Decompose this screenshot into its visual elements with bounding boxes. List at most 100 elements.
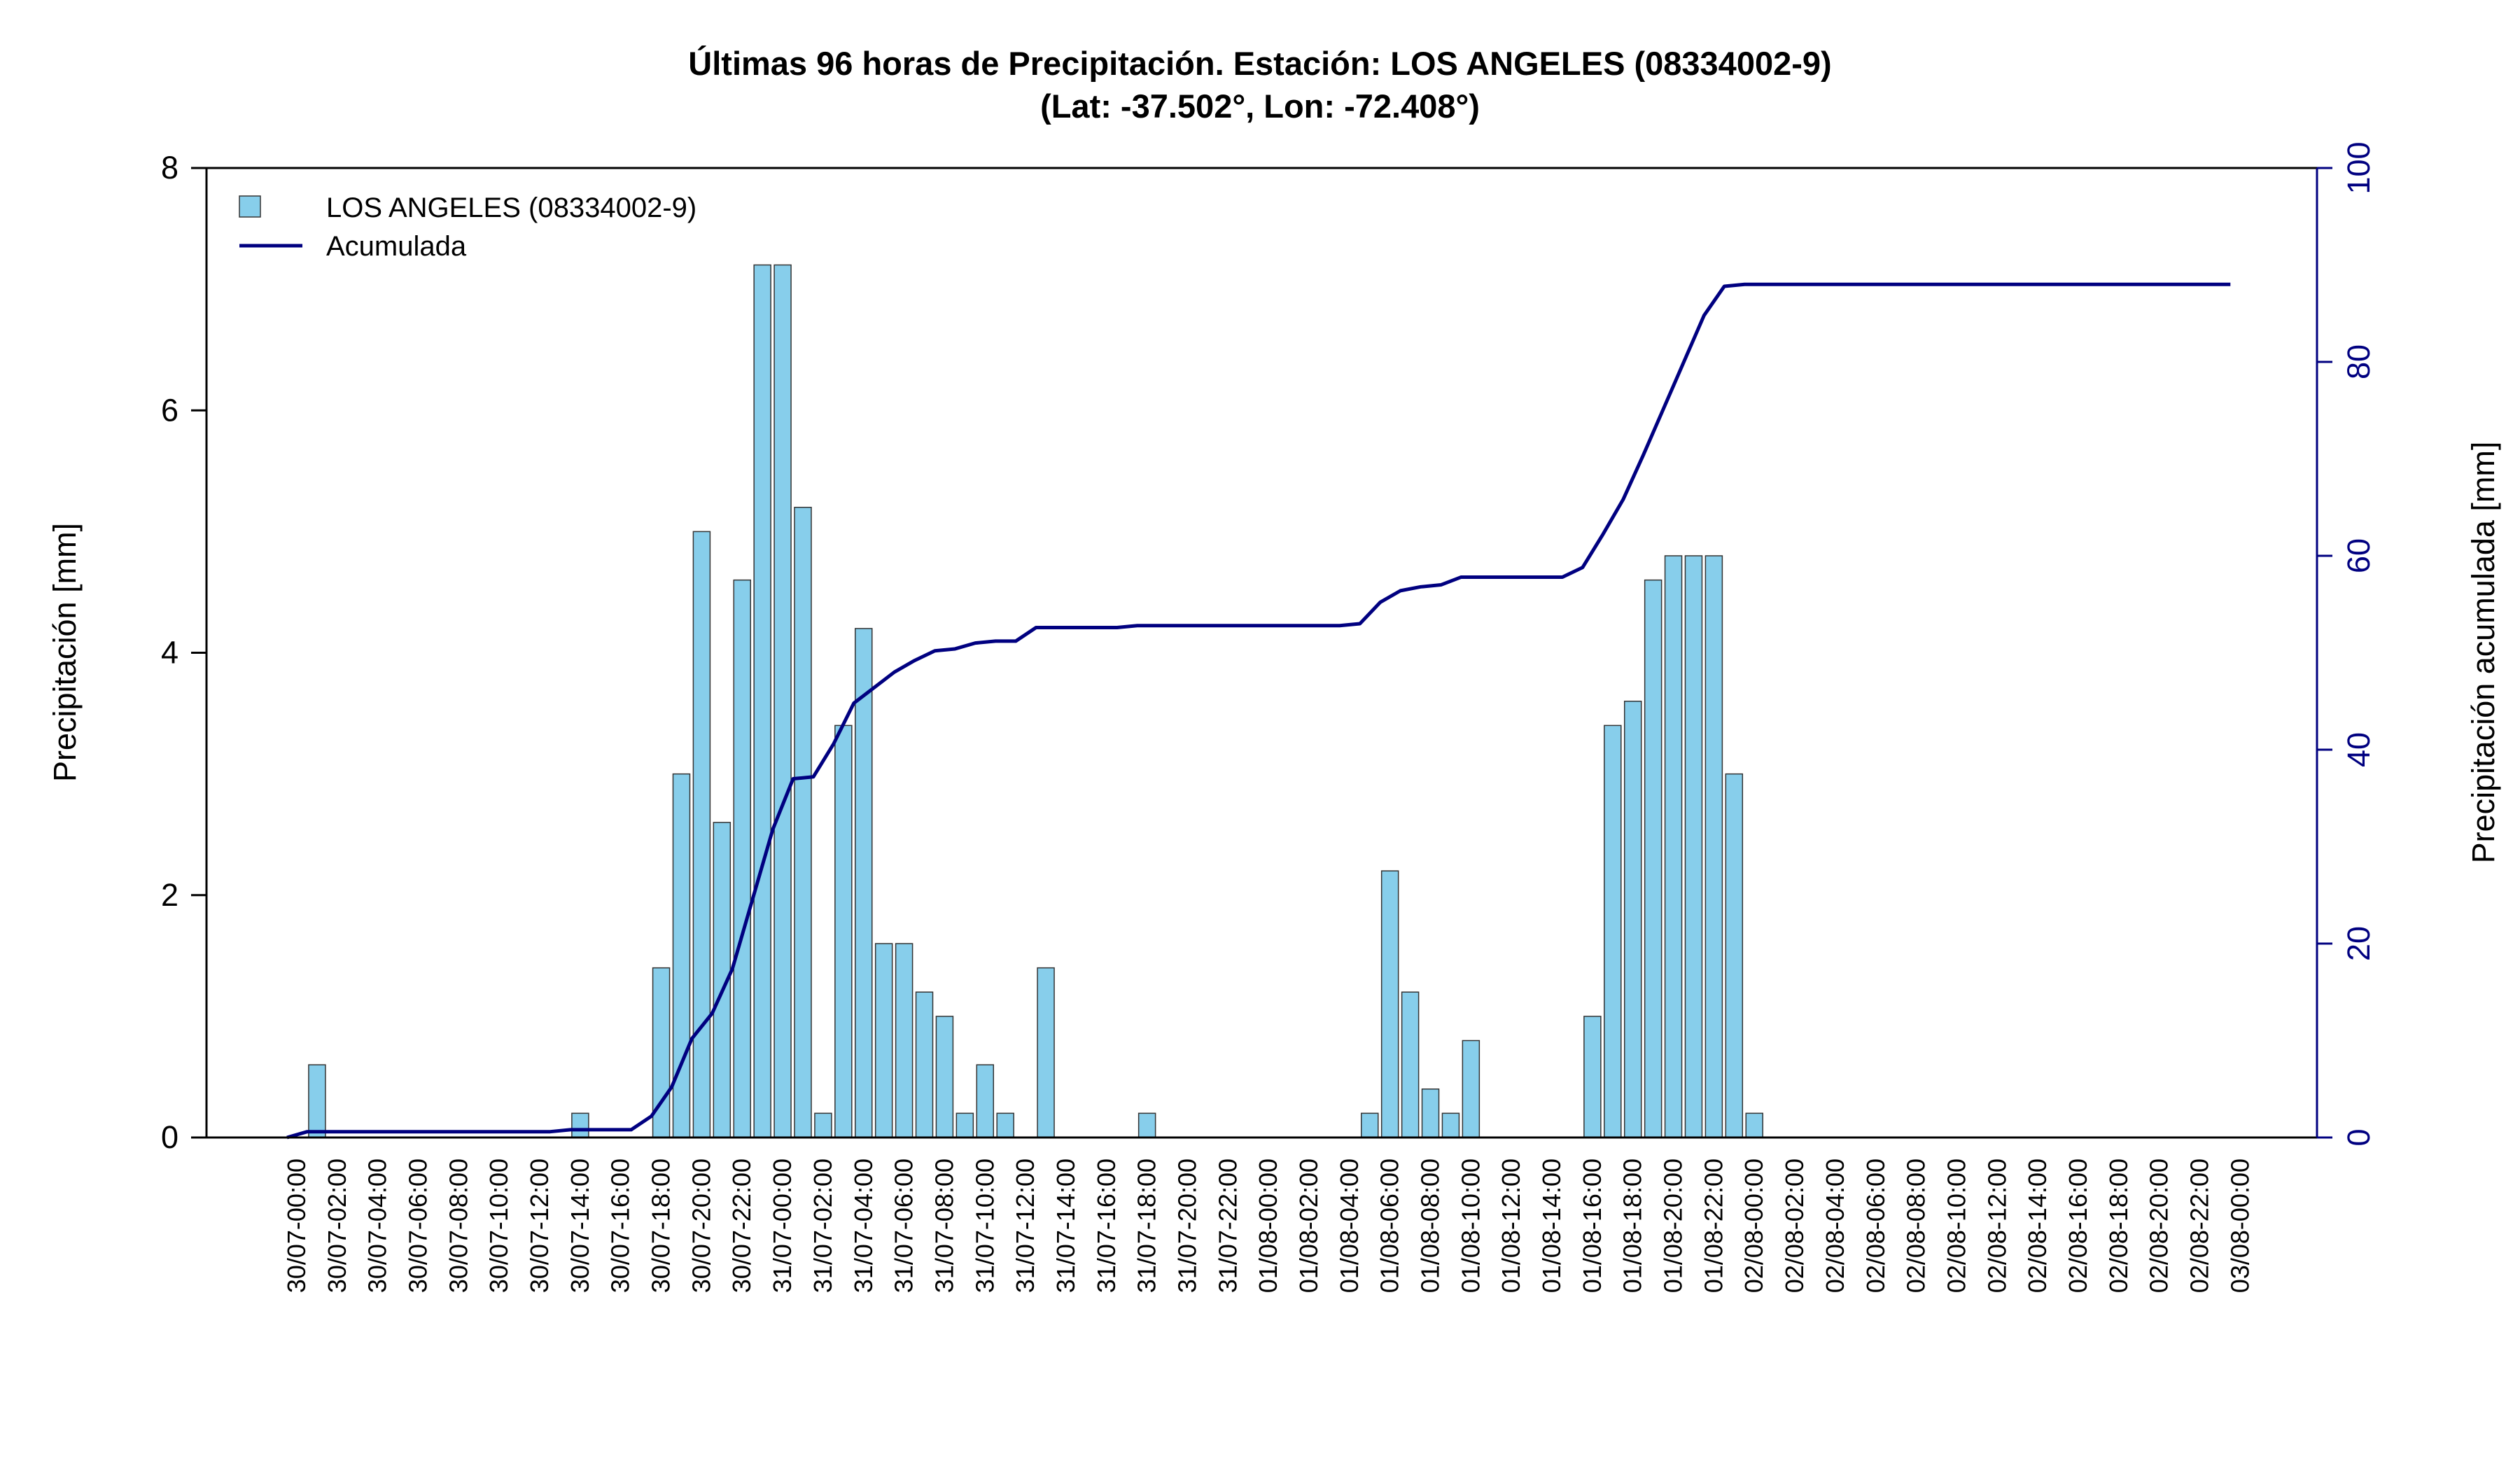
legend-label-station: LOS ANGELES (08334002-9) bbox=[326, 192, 696, 223]
y-tick-label: 2 bbox=[161, 877, 178, 913]
bar bbox=[794, 507, 812, 1138]
x-tick-label: 31/07-08:00 bbox=[930, 1158, 958, 1293]
x-tick-label: 02/08-22:00 bbox=[2185, 1158, 2213, 1293]
x-tick-label: 01/08-12:00 bbox=[1497, 1158, 1525, 1293]
bar bbox=[1604, 724, 1622, 1138]
legend: LOS ANGELES (08334002-9) Acumulada bbox=[239, 192, 696, 262]
x-tick-label: 01/08-04:00 bbox=[1335, 1158, 1364, 1293]
bar bbox=[1725, 773, 1744, 1138]
x-tick-label: 02/08-20:00 bbox=[2145, 1158, 2174, 1293]
x-tick-label: 30/07-14:00 bbox=[566, 1158, 594, 1293]
bar bbox=[1441, 1112, 1460, 1138]
x-ticks: 30/07-00:00 30/07-02:00 30/07-04:00 30/07-0… bbox=[282, 1158, 2254, 1293]
x-tick-label: 01/08-00:00 bbox=[1254, 1158, 1282, 1293]
x-tick-label: 01/08-08:00 bbox=[1416, 1158, 1445, 1293]
bar bbox=[1684, 555, 1703, 1138]
bar bbox=[672, 773, 691, 1138]
x-tick-label: 31/07-02:00 bbox=[808, 1158, 837, 1293]
x-tick-label: 31/07-10:00 bbox=[970, 1158, 999, 1293]
bar bbox=[571, 1112, 589, 1138]
precipitation-bars bbox=[308, 264, 1763, 1138]
x-tick-label: 02/08-00:00 bbox=[1740, 1158, 1768, 1293]
x-tick-label: 31/07-18:00 bbox=[1133, 1158, 1161, 1293]
x-tick-label: 01/08-06:00 bbox=[1376, 1158, 1404, 1293]
chart-subtitle: (Lat: -37.502°, Lon: -72.408°) bbox=[1040, 88, 1480, 125]
y2-tick-label: 20 bbox=[2341, 926, 2376, 961]
y-tick-label: 8 bbox=[161, 150, 178, 186]
x-tick-label: 30/07-20:00 bbox=[687, 1158, 715, 1293]
y2-tick-label: 60 bbox=[2341, 538, 2376, 573]
x-tick-label: 31/07-04:00 bbox=[849, 1158, 878, 1293]
axes bbox=[205, 167, 2318, 1139]
x-tick-label: 01/08-14:00 bbox=[1537, 1158, 1566, 1293]
bar bbox=[955, 1112, 974, 1138]
x-tick-label: 30/07-22:00 bbox=[727, 1158, 756, 1293]
bar bbox=[1644, 579, 1662, 1138]
bar bbox=[915, 991, 934, 1138]
x-tick-label: 02/08-02:00 bbox=[1780, 1158, 1809, 1293]
x-tick-label: 01/08-20:00 bbox=[1659, 1158, 1688, 1293]
y2-tick-label: 100 bbox=[2341, 141, 2376, 194]
bar bbox=[1664, 555, 1683, 1138]
bar bbox=[874, 943, 893, 1138]
x-tick-label: 30/07-00:00 bbox=[282, 1158, 311, 1293]
legend-bar-swatch bbox=[239, 195, 261, 218]
bar bbox=[1421, 1088, 1440, 1138]
x-tick-label: 30/07-12:00 bbox=[525, 1158, 554, 1293]
x-tick-label: 30/07-08:00 bbox=[444, 1158, 472, 1293]
y2-axis-label: Precipitación acumulada [mm] bbox=[2465, 442, 2501, 864]
x-tick-label: 31/07-16:00 bbox=[1092, 1158, 1121, 1293]
bar bbox=[935, 1016, 954, 1138]
bar bbox=[692, 531, 711, 1138]
x-tick-label: 01/08-02:00 bbox=[1294, 1158, 1323, 1293]
x-tick-label: 02/08-16:00 bbox=[2064, 1158, 2092, 1293]
x-tick-label: 31/07-14:00 bbox=[1051, 1158, 1080, 1293]
x-tick-label: 30/07-02:00 bbox=[323, 1158, 351, 1293]
x-tick-label: 30/07-04:00 bbox=[363, 1158, 392, 1293]
x-tick-label: 01/08-18:00 bbox=[1618, 1158, 1647, 1293]
x-tick-label: 01/08-10:00 bbox=[1456, 1158, 1485, 1293]
y2-tick-label: 0 bbox=[2341, 1128, 2376, 1146]
x-tick-label: 02/08-18:00 bbox=[2104, 1158, 2133, 1293]
x-tick-label: 31/07-22:00 bbox=[1213, 1158, 1242, 1293]
x-tick-label: 30/07-10:00 bbox=[484, 1158, 513, 1293]
right-y-ticks: 0 20 40 60 80 100 bbox=[2317, 141, 2376, 1147]
legend-label-accumulated: Acumulada bbox=[326, 231, 467, 262]
x-tick-label: 30/07-18:00 bbox=[647, 1158, 676, 1293]
y-axis-label: Precipitación [mm] bbox=[47, 523, 83, 782]
bar bbox=[1745, 1112, 1763, 1138]
x-tick-label: 02/08-04:00 bbox=[1821, 1158, 1849, 1293]
x-tick-label: 02/08-12:00 bbox=[1982, 1158, 2011, 1293]
bar bbox=[834, 724, 853, 1138]
left-y-ticks: 0 2 4 6 8 bbox=[161, 150, 206, 1155]
x-tick-label: 02/08-14:00 bbox=[2023, 1158, 2052, 1293]
bar bbox=[1462, 1040, 1480, 1138]
bar bbox=[814, 1112, 832, 1138]
x-tick-label: 02/08-10:00 bbox=[1942, 1158, 1970, 1293]
x-tick-label: 30/07-06:00 bbox=[404, 1158, 433, 1293]
cumulative-line bbox=[286, 282, 2231, 1140]
chart-title: Últimas 96 horas de Precipitación. Estac… bbox=[688, 45, 1831, 82]
x-tick-label: 03/08-00:00 bbox=[2225, 1158, 2254, 1293]
x-tick-label: 31/07-06:00 bbox=[890, 1158, 918, 1293]
bar bbox=[855, 628, 873, 1138]
y-tick-label: 0 bbox=[161, 1119, 178, 1155]
bar bbox=[1623, 701, 1642, 1138]
bar bbox=[996, 1112, 1014, 1138]
bar bbox=[1704, 555, 1723, 1138]
bar bbox=[774, 264, 792, 1138]
bar bbox=[1401, 991, 1420, 1138]
x-tick-label: 02/08-06:00 bbox=[1861, 1158, 1890, 1293]
y2-tick-label: 40 bbox=[2341, 732, 2376, 767]
bar bbox=[1380, 870, 1399, 1138]
bar bbox=[895, 943, 913, 1138]
y-tick-label: 4 bbox=[161, 635, 178, 671]
bar bbox=[753, 264, 771, 1138]
bar bbox=[1037, 967, 1055, 1138]
bar bbox=[1361, 1112, 1379, 1138]
bar bbox=[733, 579, 751, 1138]
x-tick-label: 31/07-20:00 bbox=[1172, 1158, 1201, 1293]
x-tick-label: 31/07-00:00 bbox=[768, 1158, 797, 1293]
bar bbox=[308, 1064, 326, 1138]
